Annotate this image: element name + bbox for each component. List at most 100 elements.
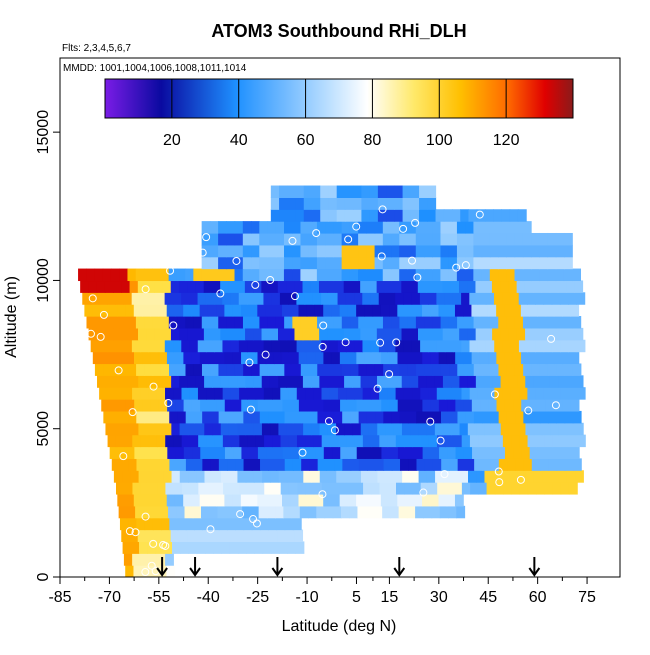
heat-cell bbox=[564, 363, 574, 376]
heat-cell bbox=[347, 304, 357, 317]
heat-cell bbox=[487, 304, 497, 317]
heat-cell bbox=[295, 209, 305, 222]
heat-cell bbox=[142, 351, 152, 365]
heat-cell bbox=[264, 482, 274, 495]
heat-cell bbox=[394, 197, 404, 210]
heat-cell bbox=[342, 410, 352, 424]
heat-cell bbox=[354, 292, 363, 305]
heat-cell bbox=[228, 375, 238, 388]
heat-cell bbox=[360, 470, 370, 483]
heat-cell bbox=[173, 387, 183, 400]
heat-cell bbox=[242, 232, 252, 246]
observation-point bbox=[251, 280, 260, 289]
heat-cell bbox=[208, 399, 218, 412]
heat-cell bbox=[174, 493, 184, 507]
heat-cell bbox=[216, 446, 226, 459]
heat-cell bbox=[152, 410, 162, 424]
heat-cell bbox=[242, 256, 252, 270]
heat-cell bbox=[300, 268, 310, 282]
heat-cell bbox=[494, 434, 504, 448]
heat-cell bbox=[88, 280, 98, 293]
heat-cell bbox=[205, 339, 215, 353]
heat-cell bbox=[481, 232, 491, 246]
heat-cell bbox=[296, 434, 306, 448]
heat-cell bbox=[181, 339, 191, 353]
heat-cell bbox=[329, 292, 339, 305]
heat-cell bbox=[317, 458, 327, 471]
heat-cell bbox=[386, 185, 395, 198]
heat-cell bbox=[168, 505, 177, 519]
heat-cell bbox=[529, 304, 538, 317]
heat-cell bbox=[519, 482, 529, 495]
heat-cell bbox=[282, 304, 291, 317]
heat-cell bbox=[228, 422, 238, 436]
heat-cell bbox=[488, 446, 498, 459]
heat-cell bbox=[386, 292, 396, 305]
heat-cell bbox=[512, 351, 522, 365]
x-tick-label: 30 bbox=[430, 589, 448, 606]
heat-cell bbox=[272, 482, 282, 495]
heat-cell bbox=[492, 375, 502, 388]
heat-cell bbox=[309, 410, 319, 424]
heat-cell bbox=[550, 470, 560, 483]
heat-cell bbox=[111, 458, 121, 471]
heat-cell bbox=[541, 327, 551, 341]
heat-cell bbox=[235, 458, 245, 471]
heat-cell bbox=[296, 339, 306, 353]
heat-cell bbox=[409, 327, 419, 341]
heat-cell bbox=[575, 470, 584, 483]
heat-cell bbox=[391, 244, 400, 258]
heat-cell bbox=[206, 387, 216, 400]
heat-cell bbox=[369, 185, 379, 198]
observation-point bbox=[378, 205, 387, 214]
heat-cell bbox=[399, 244, 409, 258]
heat-cell bbox=[294, 422, 304, 436]
heat-cell bbox=[568, 482, 578, 495]
heat-cell bbox=[140, 482, 150, 495]
heat-cell bbox=[292, 232, 302, 246]
heat-cell bbox=[552, 434, 562, 448]
heat-cell bbox=[133, 565, 143, 577]
observation-point bbox=[344, 235, 353, 244]
heat-cell bbox=[204, 375, 213, 388]
heat-cell bbox=[440, 363, 450, 376]
heat-cell bbox=[467, 280, 477, 293]
heat-cell bbox=[135, 505, 144, 519]
heat-cell bbox=[243, 458, 253, 471]
heat-cell bbox=[338, 482, 348, 495]
heat-cell bbox=[415, 232, 425, 246]
heat-cell bbox=[162, 529, 172, 543]
heat-cell bbox=[267, 363, 277, 376]
heat-cell bbox=[280, 434, 290, 448]
heat-cell bbox=[427, 209, 437, 222]
heat-cell bbox=[203, 327, 213, 341]
heat-cell bbox=[465, 221, 475, 234]
heat-cell bbox=[177, 316, 186, 329]
heat-cell bbox=[510, 292, 520, 305]
heat-cell bbox=[432, 221, 442, 234]
heat-cell bbox=[120, 458, 129, 471]
heat-cell bbox=[364, 446, 374, 459]
heat-cell bbox=[177, 458, 187, 471]
heat-cell bbox=[253, 327, 263, 341]
heat-cell bbox=[167, 446, 177, 459]
heat-cell bbox=[290, 351, 300, 365]
heat-cell bbox=[407, 268, 417, 282]
observation-markers bbox=[86, 205, 560, 577]
heat-cell bbox=[482, 410, 492, 424]
observation-point bbox=[206, 525, 215, 534]
heat-cell bbox=[547, 363, 557, 376]
heat-cell bbox=[300, 363, 310, 376]
heat-cell bbox=[218, 244, 227, 258]
heat-cell bbox=[369, 197, 379, 210]
heat-cell bbox=[381, 351, 390, 365]
heat-cell bbox=[360, 280, 369, 293]
heat-cell bbox=[485, 292, 495, 305]
heat-cell bbox=[506, 232, 516, 246]
heat-cell bbox=[509, 470, 519, 483]
heat-cell bbox=[287, 197, 297, 210]
heat-cell bbox=[361, 197, 371, 210]
heat-cell bbox=[498, 458, 508, 471]
heat-cell bbox=[426, 422, 436, 436]
